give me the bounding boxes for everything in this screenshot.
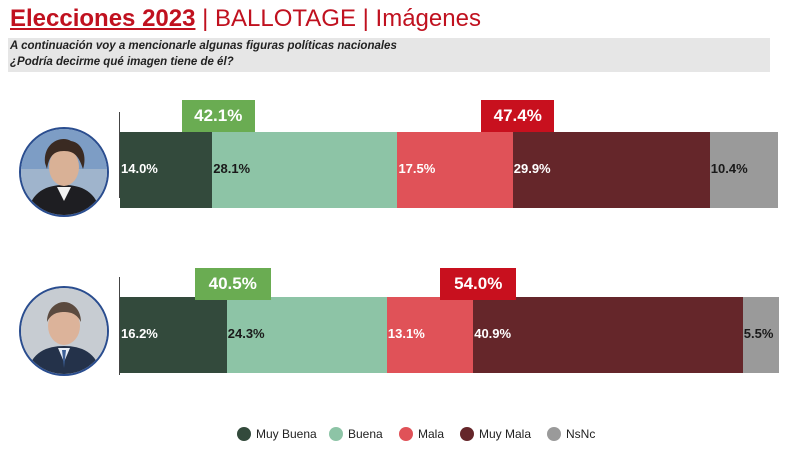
axis-line	[119, 112, 120, 198]
bar-segment-muy-buena	[120, 132, 213, 208]
data-label-nsnc: 10.4%	[710, 161, 748, 176]
bar-segment-nsnc	[709, 132, 779, 208]
bar-segment-muy-mala	[512, 132, 710, 208]
data-label-muy-mala: 29.9%	[513, 161, 551, 176]
chart-legend: Muy Buena Buena Mala Muy Mala NsNc	[0, 425, 800, 443]
data-label-mala: 13.1%	[387, 326, 425, 341]
bar-segment-mala	[397, 132, 513, 208]
page-title: Elecciones 2023 | BALLOTAGE | Imágenes	[10, 4, 481, 34]
positive-total-badge: 42.1%	[181, 100, 255, 132]
legend-swatch-mala	[399, 427, 413, 441]
data-label-buena: 28.1%	[213, 161, 251, 176]
person-icon	[21, 129, 107, 215]
legend-swatch-nsnc	[547, 427, 561, 441]
chart-row-1: 14.0% 28.1% 17.5% 29.9% 10.4% 42.1% 47.4%	[0, 100, 800, 217]
data-label-nsnc: 5.5%	[743, 326, 774, 341]
candidate-2-photo	[19, 286, 109, 376]
question-line-1: A continuación voy a mencionarle algunas…	[10, 40, 397, 52]
data-label-muy-buena: 14.0%	[121, 161, 158, 176]
axis-line	[119, 277, 120, 375]
question-banner: A continuación voy a mencionarle algunas…	[8, 38, 770, 72]
title-rest: | BALLOTAGE | Imágenes	[195, 5, 481, 32]
bar-segment-nsnc	[742, 297, 779, 373]
person-icon	[21, 288, 107, 374]
question-line-2: ¿Podría decirme qué imagen tiene de él?	[10, 56, 234, 68]
bar-segment-muy-mala	[473, 297, 743, 373]
bar-segment-buena	[226, 297, 387, 373]
negative-total-badge: 54.0%	[440, 268, 517, 300]
legend-swatch-muy-buena	[237, 427, 251, 441]
chart-row-2: 16.2% 24.3% 13.1% 40.9% 5.5% 40.5% 54.0%	[0, 264, 800, 376]
legend-swatch-buena	[329, 427, 343, 441]
legend-swatch-muy-mala	[460, 427, 474, 441]
data-label-buena: 24.3%	[227, 326, 265, 341]
negative-total-badge: 47.4%	[481, 100, 555, 132]
data-label-mala: 17.5%	[398, 161, 436, 176]
data-label-muy-buena: 16.2%	[121, 326, 158, 341]
bar-segment-mala	[386, 297, 474, 373]
positive-total-badge: 40.5%	[194, 268, 271, 300]
title-main: Elecciones 2023	[10, 5, 196, 32]
candidate-1-photo	[19, 127, 109, 217]
bar-segment-muy-buena	[120, 297, 227, 373]
bar-segment-buena	[212, 132, 398, 208]
data-label-muy-mala: 40.9%	[474, 326, 512, 341]
